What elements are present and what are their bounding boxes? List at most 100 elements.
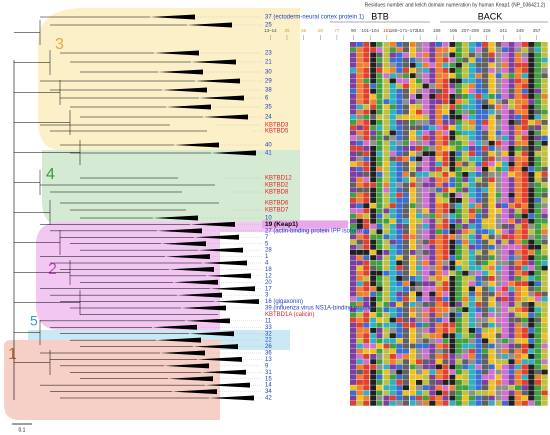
alignment-cell	[455, 286, 462, 292]
alignment-cell	[449, 94, 456, 99]
alignment-cell	[455, 338, 462, 344]
alignment-cell	[369, 62, 377, 68]
alignment-cell	[369, 208, 377, 214]
alignment-cell	[435, 348, 443, 354]
alignment-cell	[541, 177, 548, 183]
alignment-cell	[534, 125, 542, 131]
alignment-cell	[389, 130, 396, 136]
alignment-cell	[416, 182, 423, 188]
alignment-cell	[534, 307, 542, 313]
alignment-cell	[495, 104, 502, 110]
alignment-cell	[369, 109, 377, 115]
alignment-cell	[435, 244, 443, 250]
alignment-cell	[534, 130, 542, 136]
alignment-cell	[356, 172, 363, 177]
alignment-cell	[389, 260, 396, 266]
alignment-cell	[488, 296, 495, 302]
alignment-cell	[429, 307, 436, 313]
alignment-cell	[409, 385, 416, 391]
alignment-cell	[409, 42, 416, 47]
alignment-cell	[528, 88, 535, 94]
alignment-cell	[534, 374, 542, 380]
alignment-cell	[402, 109, 410, 115]
alignment-cell	[376, 52, 383, 58]
alignment-cell	[508, 354, 515, 359]
alignment-cell	[356, 270, 363, 276]
alignment-cell	[376, 229, 383, 235]
alignment-cell	[462, 88, 469, 94]
alignment-cell	[449, 114, 456, 120]
alignment-cell	[356, 307, 363, 313]
alignment-cell	[376, 281, 383, 287]
alignment-cell	[416, 156, 423, 162]
alignment-cell	[501, 47, 509, 53]
alignment-cell	[402, 172, 410, 177]
alignment-cell	[521, 182, 528, 188]
collapsed-clade	[209, 395, 254, 401]
alignment-cell	[422, 182, 429, 188]
alignment-cell	[396, 229, 403, 235]
leaf-label: 10	[265, 216, 272, 222]
alignment-cell	[396, 354, 403, 359]
alignment-cell	[521, 120, 528, 125]
alignment-cell	[376, 239, 383, 245]
alignment-cell	[482, 260, 489, 266]
alignment-cell	[422, 88, 429, 94]
alignment-cell	[402, 192, 410, 198]
alignment-cell	[495, 302, 502, 307]
alignment-cell	[495, 88, 502, 94]
alignment-cell	[435, 333, 443, 339]
alignment-cell	[462, 120, 469, 125]
alignment-cell	[396, 328, 403, 333]
alignment-cell	[488, 333, 495, 339]
leaf-label: 26	[265, 344, 272, 350]
alignment-cell	[409, 302, 416, 307]
alignment-cell	[495, 239, 502, 245]
alignment-cell	[541, 146, 548, 151]
alignment-cell	[501, 234, 509, 240]
alignment-cell	[482, 42, 489, 47]
alignment-cell	[449, 281, 456, 287]
alignment-cell	[429, 239, 436, 245]
alignment-cell	[541, 234, 548, 240]
alignment-cell	[369, 88, 377, 94]
alignment-cell	[422, 218, 429, 224]
alignment-cell	[416, 166, 423, 172]
alignment-cell	[468, 286, 476, 292]
alignment-cell	[363, 62, 370, 68]
alignment-cell	[389, 42, 396, 47]
alignment-cell	[422, 390, 429, 396]
alignment-cell	[449, 302, 456, 307]
alignment-cell	[389, 151, 396, 157]
alignment-cell	[488, 161, 495, 167]
alignment-cell	[383, 302, 390, 307]
alignment-cell	[356, 359, 363, 365]
alignment-cell	[508, 312, 515, 318]
alignment-cell	[383, 359, 390, 365]
alignment-cell	[402, 94, 410, 99]
alignment-cell	[501, 203, 509, 209]
alignment-cell	[488, 224, 495, 229]
alignment-cell	[528, 385, 535, 391]
alignment-cell	[455, 369, 462, 375]
collapsed-clade	[185, 318, 230, 324]
alignment-cell	[468, 395, 476, 401]
alignment-cell	[389, 62, 396, 68]
alignment-cell	[488, 244, 495, 250]
alignment-cell	[508, 250, 515, 255]
alignment-cell	[501, 94, 509, 99]
alignment-cell	[508, 42, 515, 47]
alignment-cell	[455, 296, 462, 302]
alignment-cell	[383, 260, 390, 266]
alignment-cell	[508, 114, 515, 120]
alignment-cell	[534, 385, 542, 391]
alignment-cell	[528, 213, 535, 219]
alignment-cell	[541, 68, 548, 73]
alignment-cell	[475, 244, 482, 250]
alignment-cell	[528, 140, 535, 146]
alignment-cell	[416, 359, 423, 365]
alignment-cell	[363, 374, 370, 380]
residue-number: 90	[351, 28, 357, 33]
alignment-cell	[541, 198, 548, 203]
collapsed-clade	[181, 305, 226, 311]
